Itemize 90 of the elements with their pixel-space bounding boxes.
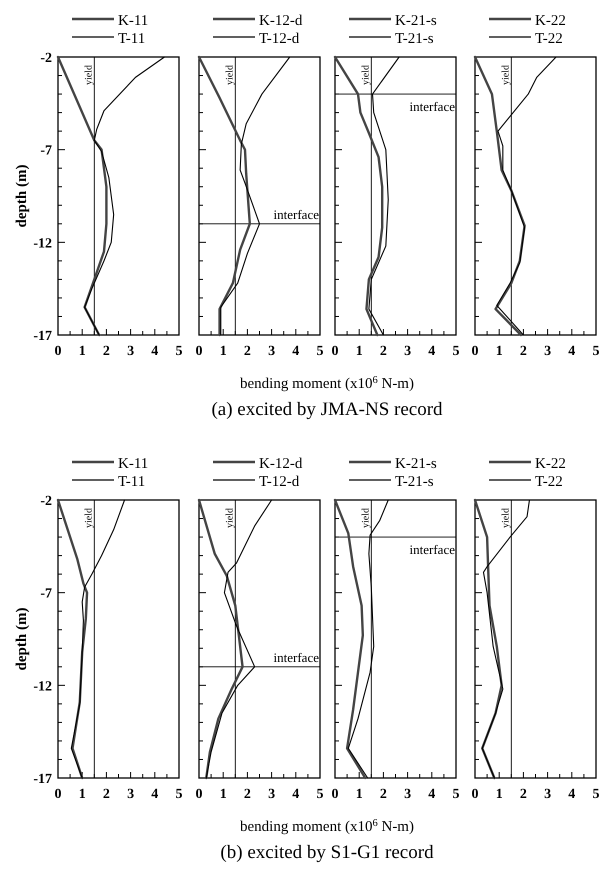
x-tick-label: 2 (102, 344, 110, 359)
x-tick-label: 5 (176, 344, 182, 359)
x-tick-label: 1 (78, 344, 86, 359)
x-tick-label: 4 (292, 344, 300, 359)
legend-label: K-22 (535, 456, 566, 472)
x-tick-label: 2 (244, 344, 251, 359)
x-tick-label: 5 (592, 344, 599, 359)
legend-label: K-21-s (395, 13, 437, 29)
ref-line-label: yield (83, 508, 94, 528)
y-tick-label: -2 (40, 494, 52, 509)
y-tick-label: -7 (40, 586, 52, 602)
x-tick-label: 5 (316, 787, 324, 802)
y-tick-label: -17 (33, 329, 52, 344)
legend-label: K-12-d (259, 13, 303, 29)
x-tick-label: 3 (127, 344, 134, 359)
x-tick-label: 2 (380, 787, 387, 802)
ref-line-label: yield (500, 508, 512, 528)
x-tick-label: 4 (151, 787, 158, 802)
x-tick-label: 2 (244, 787, 251, 802)
y-tick-label: -12 (33, 679, 52, 694)
legend-label: K-11 (118, 456, 148, 472)
legend-label: T-12-d (259, 474, 300, 490)
x-tick-label: 3 (544, 344, 552, 359)
x-axis-title: bending moment (x10$^{6}$ N-m) (240, 374, 414, 392)
legend-label: K-12-d (259, 456, 303, 472)
x-tick-label: 0 (196, 787, 202, 802)
ref-line-label: yield (224, 65, 236, 85)
y-axis-title: depth (m) (14, 164, 30, 228)
x-tick-label: 5 (452, 344, 460, 359)
x-tick-label: 0 (472, 344, 478, 359)
ref-line-label: yield (500, 65, 512, 85)
x-tick-label: 4 (568, 787, 576, 802)
x-tick-label: 1 (78, 787, 86, 802)
legend-label: T-22 (535, 31, 563, 47)
x-tick-label: 1 (220, 787, 227, 802)
x-tick-label: 1 (496, 344, 503, 359)
text: (a) excited by JMA-NS record (211, 399, 444, 420)
x-tick-label: 3 (268, 344, 276, 359)
x-tick-label: 2 (520, 344, 527, 359)
legend-label: T-21-s (395, 31, 434, 47)
x-tick-label: 5 (316, 344, 324, 359)
x-tick-label: 3 (404, 787, 412, 802)
x-tick-label: 4 (428, 344, 436, 359)
x-tick-label: 2 (102, 787, 110, 802)
x-tick-label: 5 (592, 787, 599, 802)
x-tick-label: 1 (496, 787, 503, 802)
x-tick-label: 0 (196, 344, 202, 359)
ref-line-label: interface (274, 206, 320, 222)
x-tick-label: 1 (356, 344, 363, 359)
legend-label: T-11 (118, 31, 146, 47)
x-tick-label: 3 (544, 787, 552, 802)
x-tick-label: 0 (472, 787, 478, 802)
ref-line-label: interface (274, 650, 320, 665)
x-tick-label: 0 (54, 344, 62, 359)
ref-line-label: interface (410, 99, 456, 114)
legend-label: T-22 (535, 474, 563, 490)
y-tick-label: -2 (40, 51, 52, 66)
y-tick-label: -12 (33, 236, 52, 252)
y-axis-title: depth (m) (14, 608, 30, 670)
text: (b) excited by S1-G1 record (220, 842, 434, 863)
legend-label: K-11 (118, 13, 148, 29)
x-tick-label: 3 (268, 787, 276, 802)
x-tick-label: 0 (332, 787, 338, 802)
legend-label: K-22 (535, 13, 566, 29)
x-tick-label: 0 (54, 787, 62, 802)
y-tick-label: -17 (33, 772, 52, 787)
ref-line-label: yield (224, 508, 236, 528)
legend-label: T-11 (118, 474, 146, 490)
ref-line-label: interface (410, 542, 456, 558)
x-tick-label: 1 (220, 344, 227, 359)
x-tick-label: 4 (151, 344, 158, 359)
x-tick-label: 4 (428, 787, 436, 802)
x-axis-title: bending moment (x10$^{6}$ N-m) (240, 818, 414, 835)
x-tick-label: 2 (380, 344, 387, 359)
x-tick-label: 0 (332, 344, 338, 359)
legend-label: T-21-s (395, 474, 434, 490)
x-tick-label: 4 (568, 344, 576, 359)
legend-label: T-12-d (259, 31, 300, 47)
x-tick-label: 2 (520, 787, 527, 802)
x-tick-label: 5 (176, 787, 182, 802)
x-tick-label: 3 (404, 344, 412, 359)
x-tick-label: 5 (452, 787, 460, 802)
x-tick-label: 3 (127, 787, 134, 802)
x-tick-label: 1 (356, 787, 363, 802)
ref-line-label: yield (360, 65, 372, 85)
x-tick-label: 4 (292, 787, 300, 802)
ref-line-label: yield (360, 508, 372, 528)
y-tick-label: -7 (40, 144, 52, 159)
legend-label: K-21-s (395, 456, 437, 472)
ref-line-label: yield (83, 65, 94, 85)
